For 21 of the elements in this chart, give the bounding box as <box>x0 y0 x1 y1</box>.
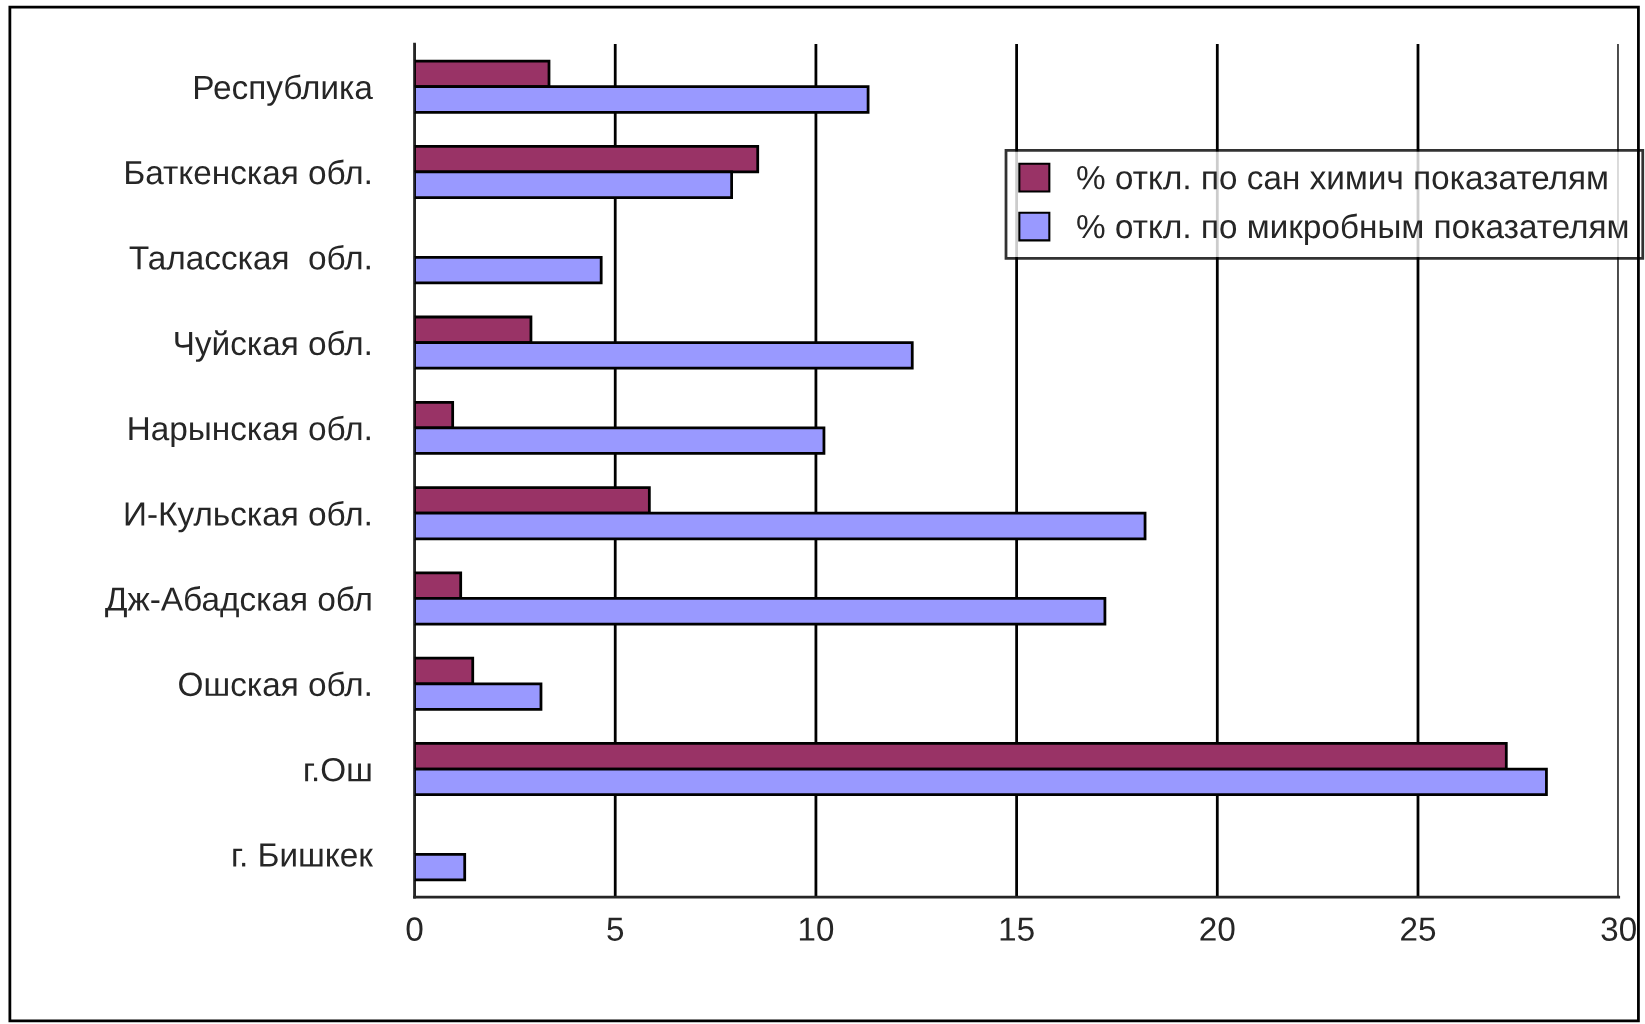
y-tick-label: г. Бишкек <box>233 843 374 867</box>
y-tick-label: И-Кульская обл. <box>125 500 370 533</box>
y-tick-label: г.Ош <box>305 757 371 782</box>
legend-label: % откл. по микробным показателям <box>1077 213 1628 245</box>
x-tick-label: 25 <box>1401 917 1436 941</box>
x-tick-label: 15 <box>1000 917 1034 941</box>
bar <box>414 255 603 285</box>
x-tick-label: 0 <box>406 917 423 941</box>
y-tick-label: Таласская обл. <box>129 244 370 270</box>
x-tick-label: 20 <box>1200 917 1235 941</box>
y-tick-label: Чуйская обл. <box>175 330 370 362</box>
y-tick-label: Дж-Абадская обл <box>105 586 371 618</box>
bar <box>414 852 467 882</box>
y-tick-label: Ошская обл. <box>179 671 370 697</box>
legend-label: % откл. по сан химич показателям <box>1077 166 1607 190</box>
x-tick-label: 30 <box>1601 917 1636 941</box>
y-tick-label: Республика <box>195 74 373 106</box>
x-tick-label: 10 <box>799 917 834 941</box>
x-tick-label: 5 <box>607 917 624 941</box>
y-tick-label: Баткенская обл. <box>126 159 370 185</box>
y-tick-label: Нарынская обл. <box>129 415 370 448</box>
